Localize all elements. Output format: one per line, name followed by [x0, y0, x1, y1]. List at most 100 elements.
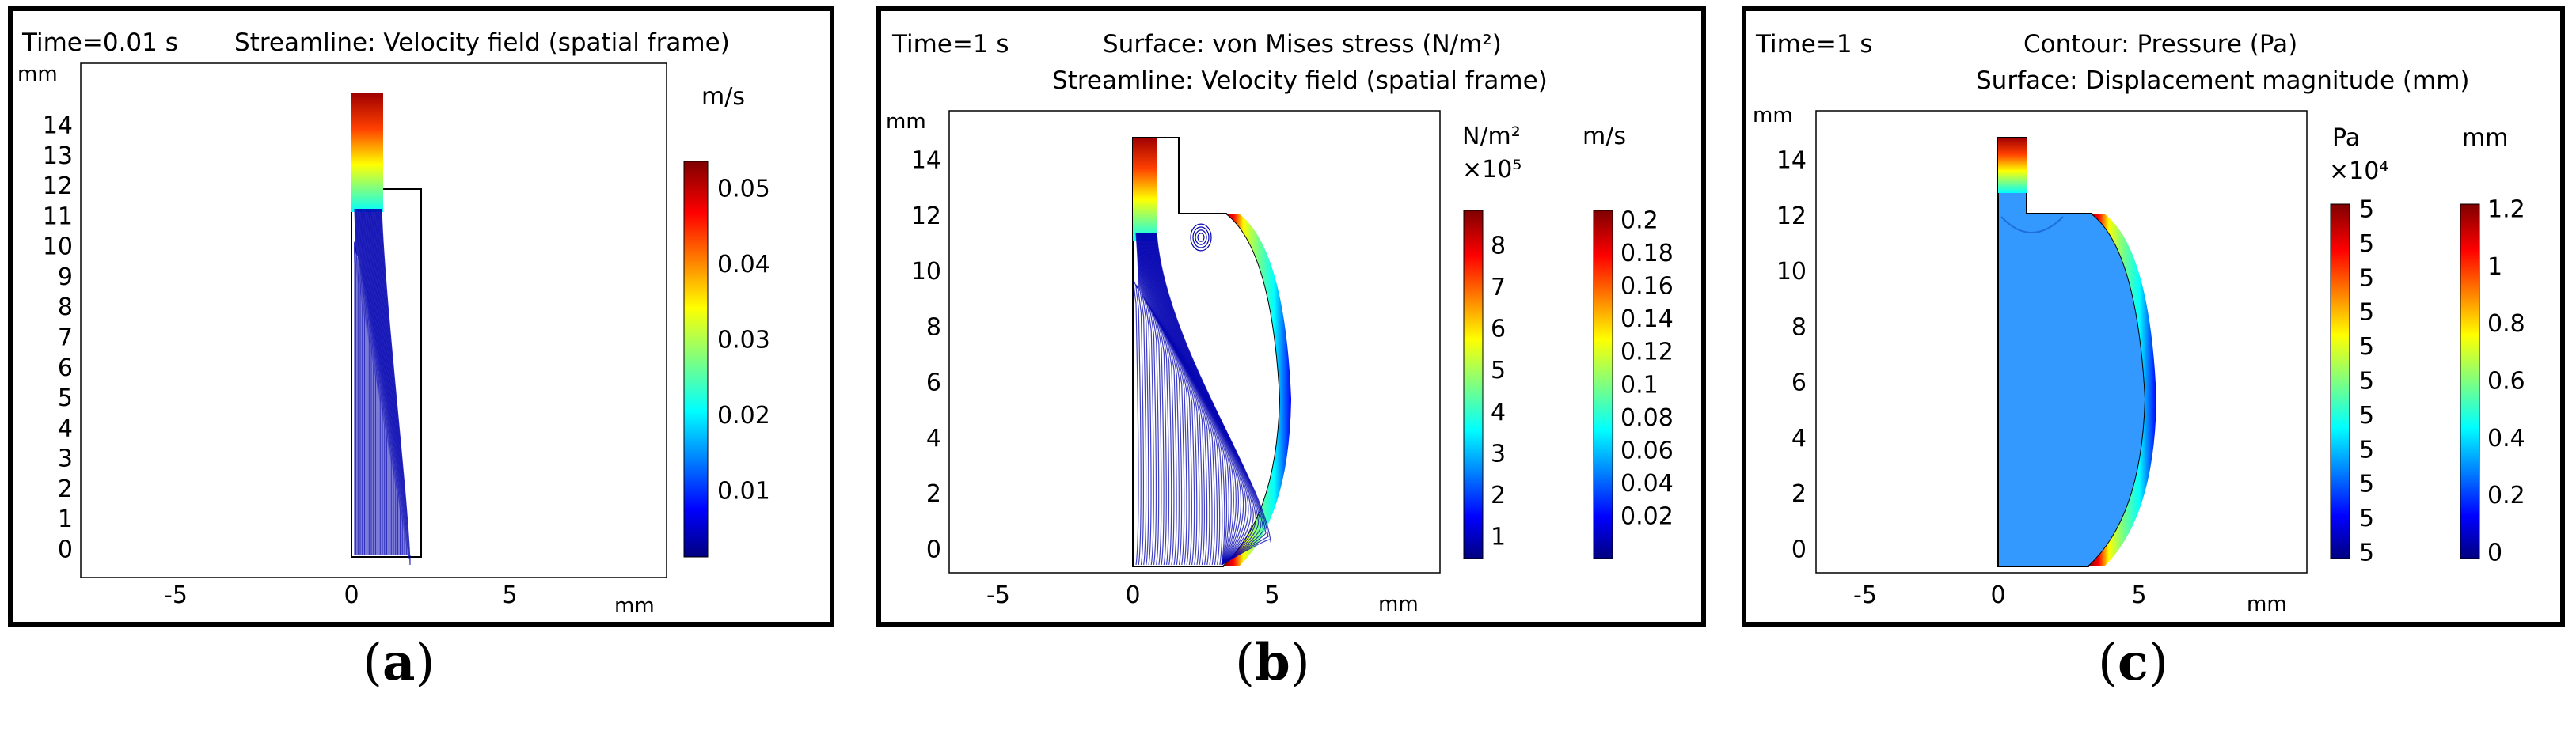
streamline: [379, 208, 407, 555]
y-tick-label: 5: [58, 384, 73, 412]
y-tick-label: 4: [58, 415, 73, 442]
streamline: [1143, 232, 1190, 566]
streamline: [378, 208, 406, 555]
streamline: [379, 208, 408, 555]
y-tick-label: 3: [58, 445, 73, 473]
colorbar-tick-label: 0: [2487, 540, 2502, 567]
streamline: [362, 208, 373, 555]
streamline: [378, 208, 405, 555]
colorbar-pressure-exponent: ×10⁴: [2329, 157, 2388, 185]
colorbar-tick-label: 5: [2359, 402, 2374, 430]
streamline: [376, 208, 401, 555]
colorbar-stress-exponent: ×10⁵: [1462, 156, 1522, 184]
streamline: [372, 208, 393, 555]
streamline: [365, 208, 378, 555]
panel-c: Time=1 s Contour: Pressure (Pa) Surface:…: [1742, 6, 2565, 627]
colorbar-tick-label: 1.2: [2487, 196, 2525, 224]
colorbar-displacement: [2460, 203, 2480, 559]
y-tick-label: 12: [911, 203, 941, 230]
colorbar-tick-label: 6: [1491, 316, 1506, 343]
colorbar-tick-label: 4: [1491, 399, 1506, 426]
y-tick-label: 9: [58, 263, 73, 291]
y-tick-label: 2: [58, 475, 73, 503]
streamline: [1138, 232, 1154, 566]
streamline: [361, 208, 370, 555]
colorbar-tick-label: 0.1: [1620, 371, 1658, 399]
streamline: [362, 208, 371, 555]
streamline: [366, 208, 380, 555]
streamlines: [1133, 223, 1272, 566]
colorbar-tick-label: 1: [2487, 253, 2502, 281]
colorbar-tick-label: 0.2: [1620, 207, 1658, 235]
colorbar-stress-unit: N/m²: [1462, 123, 1521, 150]
inlet-jet: [1133, 138, 1157, 241]
vortex-loop: [1195, 229, 1207, 245]
x-tick-label: 0: [1990, 581, 2005, 609]
x-tick-label: 5: [502, 581, 517, 609]
y-unit-label: mm: [17, 62, 58, 86]
plot-frame: [80, 62, 667, 578]
streamline: [355, 208, 359, 555]
y-tick-label: 10: [911, 258, 941, 286]
streamline: [360, 208, 369, 555]
y-tick-label: 8: [1791, 313, 1807, 341]
colorbar-stress: [1463, 210, 1484, 559]
streamline: [1156, 232, 1272, 566]
colorbar-velocity: [1593, 210, 1613, 559]
x-tick-label: 0: [1125, 581, 1140, 609]
colorbar-pressure-unit: Pa: [2332, 124, 2360, 152]
streamline: [355, 208, 357, 555]
colorbar-tick-label: 5: [2359, 368, 2374, 396]
plot-title-line2: Surface: Displacement magnitude (mm): [1976, 66, 2469, 95]
streamline: [1133, 232, 1139, 566]
colorbar-tick-label: 0.12: [1620, 339, 1674, 366]
y-tick-label: 10: [1776, 258, 1807, 286]
streamline: [1140, 232, 1170, 566]
streamline: [370, 208, 388, 555]
colorbar-tick-label: 0.18: [1620, 240, 1674, 267]
colorbar-tick-label: 0.02: [1620, 503, 1674, 531]
streamline: [359, 208, 367, 555]
y-tick-label: 0: [926, 536, 941, 564]
panel-c-figure: Time=1 s Contour: Pressure (Pa) Surface:…: [1753, 30, 2525, 616]
streamline: [367, 208, 384, 555]
streamline: [353, 208, 357, 555]
y-unit-label: mm: [1753, 104, 1793, 127]
streamline: [1143, 232, 1192, 566]
plot-frame: [948, 110, 1441, 574]
x-tick-label: 0: [344, 581, 359, 609]
streamline: [374, 208, 399, 555]
time-label: Time=1 s: [1755, 30, 1873, 59]
x-tick-label: -5: [1853, 581, 1877, 609]
x-tick-label: 5: [2131, 581, 2146, 609]
y-tick-label: 2: [926, 480, 941, 508]
time-label: Time=1 s: [891, 30, 1009, 59]
streamline: [364, 208, 377, 555]
colorbar-tick-label: 5: [2359, 540, 2374, 567]
plot-title-line2: Streamline: Velocity field (spatial fram…: [1052, 66, 1548, 95]
time-label: Time=0.01 s: [21, 28, 178, 57]
streamline: [1135, 232, 1142, 566]
x-tick-label: -5: [164, 581, 188, 609]
vortex-loop: [1192, 226, 1210, 248]
panel-a: Time=0.01 s Streamline: Velocity field (…: [8, 6, 834, 627]
plot-title-line1: Contour: Pressure (Pa): [2023, 30, 2297, 59]
plot-frame: [1815, 110, 2308, 574]
colorbar-tick-label: 5: [1491, 357, 1506, 384]
y-unit-label: mm: [886, 110, 926, 134]
colorbar-tick-label: 0.05: [717, 176, 770, 203]
y-tick-label: 11: [43, 203, 73, 230]
y-tick-label: 12: [1776, 203, 1807, 230]
stressed-wall: [1223, 214, 1291, 566]
colorbar-tick-label: 5: [2359, 196, 2374, 224]
x-unit-label: mm: [2247, 593, 2287, 616]
colorbar-unit: m/s: [701, 83, 745, 111]
colorbar-tick-label: 5: [2359, 264, 2374, 292]
streamline: [377, 208, 404, 555]
caption-b: (b): [1235, 633, 1310, 692]
x-unit-label: mm: [1378, 593, 1419, 616]
y-tick-label: 1: [58, 506, 73, 533]
streamline: [1136, 232, 1145, 566]
streamline: [1139, 232, 1165, 566]
y-tick-label: 4: [1791, 425, 1807, 453]
